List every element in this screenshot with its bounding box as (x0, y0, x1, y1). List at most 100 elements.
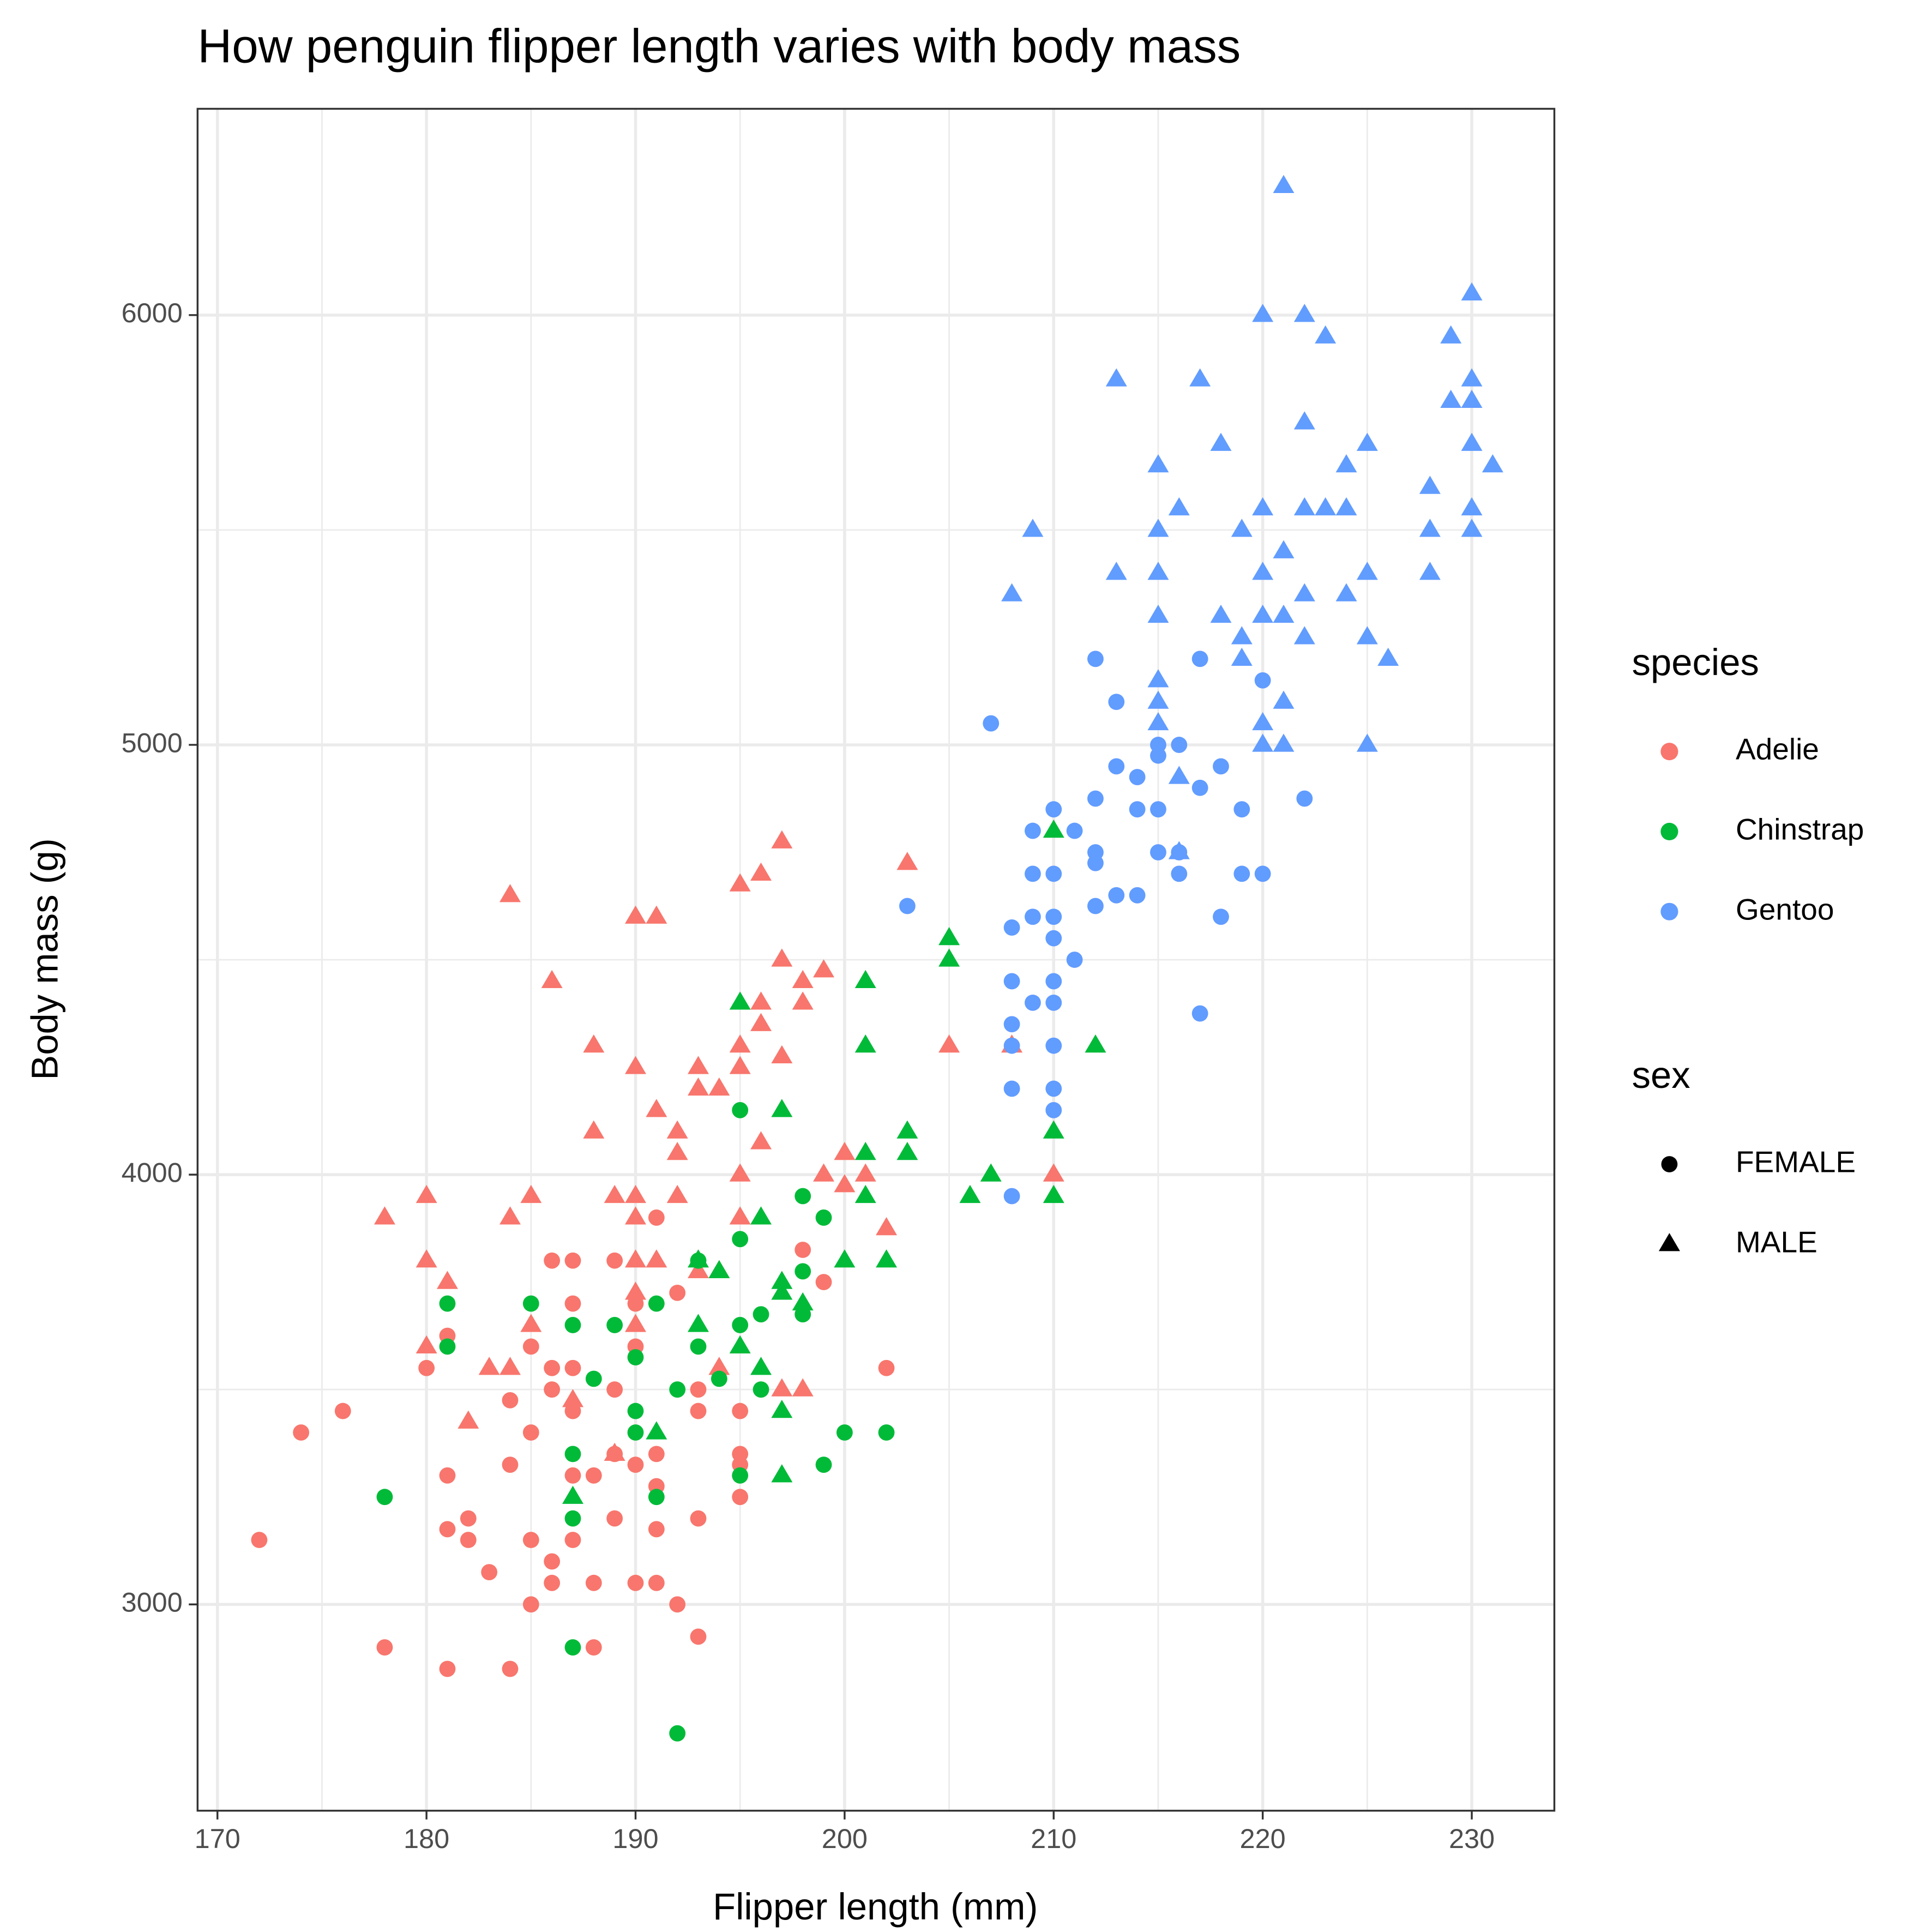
point (1025, 822, 1041, 839)
point (1003, 1037, 1020, 1054)
point (1335, 583, 1357, 601)
point (522, 1295, 539, 1312)
point (1087, 790, 1104, 807)
point (711, 1370, 727, 1387)
point (522, 1338, 539, 1355)
point (815, 1209, 832, 1226)
point (1461, 519, 1483, 537)
point (585, 1574, 602, 1591)
point (771, 1271, 793, 1289)
point (1252, 604, 1274, 623)
point (376, 1489, 393, 1506)
point (1233, 801, 1250, 818)
point (499, 1357, 521, 1375)
point (732, 1102, 749, 1118)
point (562, 1485, 583, 1504)
point (771, 1464, 793, 1483)
point (544, 1381, 561, 1398)
point (1025, 865, 1041, 882)
point (854, 970, 876, 989)
point (1356, 562, 1378, 580)
point (1001, 583, 1023, 601)
y-tick-label: 6000 (122, 297, 183, 328)
point (1213, 908, 1229, 925)
point (1087, 854, 1104, 871)
point (648, 1295, 665, 1312)
point (669, 1381, 686, 1398)
point (771, 830, 793, 848)
point (499, 884, 521, 902)
point (1231, 626, 1253, 645)
point (1147, 690, 1169, 709)
point (688, 1260, 709, 1279)
point (1335, 454, 1357, 473)
point (1461, 432, 1483, 451)
point (1191, 1005, 1208, 1022)
legend-title: species (1632, 641, 1759, 683)
point (983, 715, 1000, 732)
point (854, 1034, 876, 1053)
point (522, 1424, 539, 1441)
point (896, 1120, 918, 1139)
point (1293, 583, 1315, 601)
point (374, 1206, 395, 1225)
legend-label: Chinstrap (1736, 812, 1864, 846)
point (1252, 712, 1274, 731)
panel-border (196, 107, 1556, 1812)
point (1066, 952, 1083, 968)
x-tick-label: 230 (1449, 1823, 1495, 1854)
point (732, 1231, 749, 1248)
point (544, 1359, 561, 1376)
point (1315, 325, 1337, 344)
point (606, 1381, 623, 1398)
point (376, 1639, 393, 1656)
point (627, 1574, 644, 1591)
point (690, 1628, 707, 1645)
point (1356, 733, 1378, 752)
x-axis-title: Flipper length (mm) (713, 1886, 1038, 1928)
point (416, 1184, 437, 1203)
point (1045, 1102, 1062, 1118)
point (1482, 454, 1503, 473)
point (541, 970, 563, 989)
y-tick-label: 4000 (122, 1157, 183, 1188)
point (753, 1306, 769, 1323)
point (1293, 411, 1315, 430)
point (564, 1359, 581, 1376)
point (1045, 930, 1062, 947)
point (938, 1034, 960, 1053)
point (564, 1467, 581, 1484)
point (1025, 994, 1041, 1011)
point (625, 1281, 646, 1300)
point (1293, 304, 1315, 322)
x-tick-label: 190 (612, 1823, 658, 1854)
point (606, 1317, 623, 1333)
point (439, 1660, 456, 1677)
point (439, 1338, 456, 1355)
point (1108, 758, 1125, 775)
point (771, 1378, 793, 1397)
point (688, 1077, 709, 1096)
point (436, 1271, 458, 1289)
point (585, 1467, 602, 1484)
point (896, 852, 918, 870)
point (583, 1034, 605, 1053)
point (1440, 389, 1462, 408)
point (1150, 844, 1166, 860)
point (646, 1099, 667, 1117)
legend-title: sex (1632, 1054, 1690, 1096)
point (1440, 325, 1462, 344)
point (522, 1596, 539, 1613)
point (729, 1163, 751, 1182)
point (1129, 801, 1146, 818)
point (771, 1399, 793, 1418)
point (1273, 604, 1295, 623)
point (729, 873, 751, 892)
point (499, 1206, 521, 1225)
point (625, 1184, 646, 1203)
point (1461, 389, 1483, 408)
point (1273, 540, 1295, 558)
point (813, 959, 835, 978)
point (460, 1532, 477, 1548)
